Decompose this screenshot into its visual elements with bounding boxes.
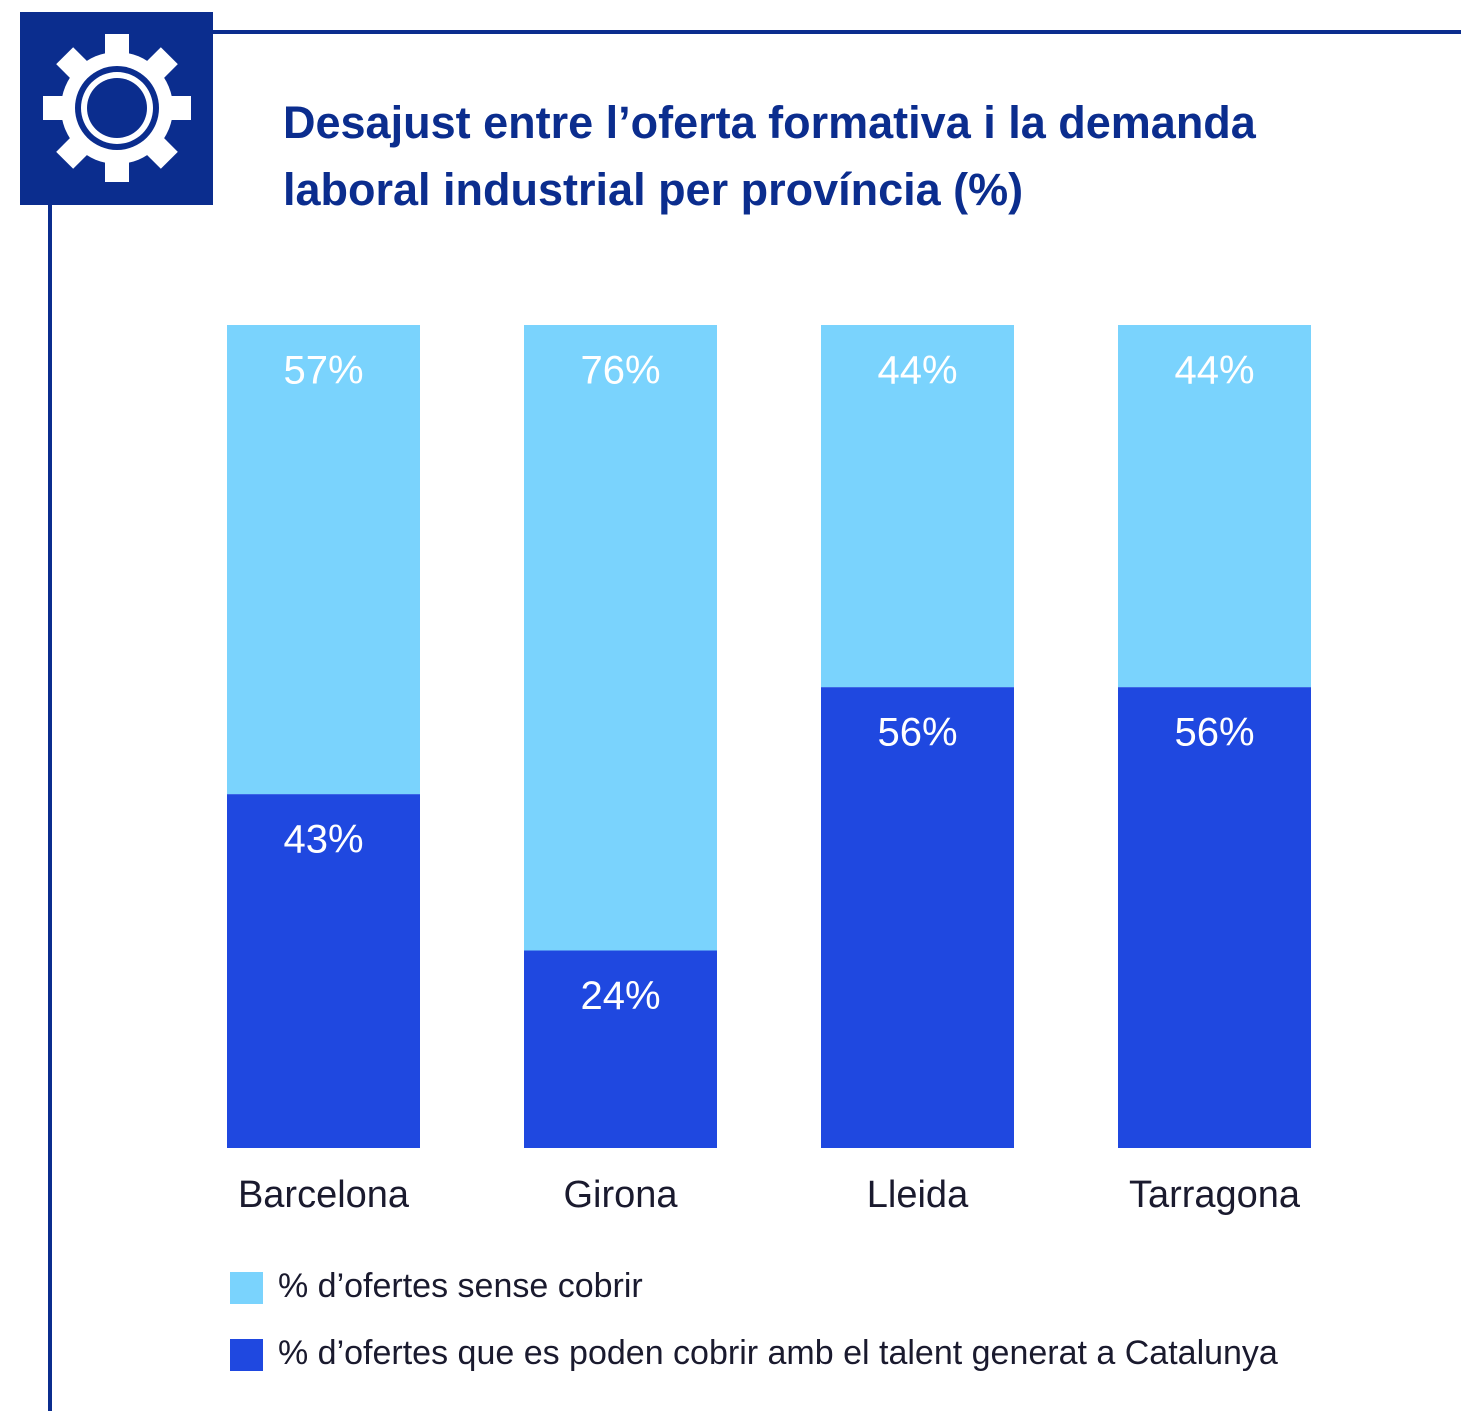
value-label: 57% — [283, 349, 363, 393]
x-tick-label: Tarragona — [1129, 1174, 1301, 1216]
bar-segment — [1118, 687, 1311, 1148]
value-label: 76% — [580, 349, 660, 393]
top-rule — [213, 30, 1461, 34]
value-label: 44% — [877, 349, 957, 393]
bar-segment — [524, 325, 717, 951]
legend-swatch — [230, 1339, 263, 1371]
value-label: 43% — [283, 818, 363, 862]
bar-segment — [227, 325, 420, 795]
gear-hole — [87, 78, 147, 138]
value-label: 24% — [580, 974, 660, 1018]
bar-segment — [821, 325, 1014, 688]
legend-swatch — [230, 1272, 263, 1304]
x-tick-label: Lleida — [867, 1174, 969, 1216]
value-label: 56% — [1174, 711, 1254, 755]
legend-label: % d’ofertes sense cobrir — [278, 1267, 643, 1305]
gear-icon — [43, 34, 191, 182]
legend-label: % d’ofertes que es poden cobrir amb el t… — [278, 1334, 1278, 1372]
chart-title: laboral industrial per província (%) — [283, 164, 1023, 215]
value-label: 56% — [877, 711, 957, 755]
bar-segment — [524, 950, 717, 1148]
x-tick-label: Barcelona — [238, 1174, 410, 1216]
chart-title: Desajust entre l’oferta formativa i la d… — [283, 97, 1257, 148]
bar-segment — [227, 794, 420, 1148]
bar-segment — [821, 687, 1014, 1148]
x-tick-label: Girona — [563, 1174, 678, 1216]
bar-segment — [1118, 325, 1311, 688]
value-label: 44% — [1174, 349, 1254, 393]
left-rule — [48, 205, 52, 1411]
